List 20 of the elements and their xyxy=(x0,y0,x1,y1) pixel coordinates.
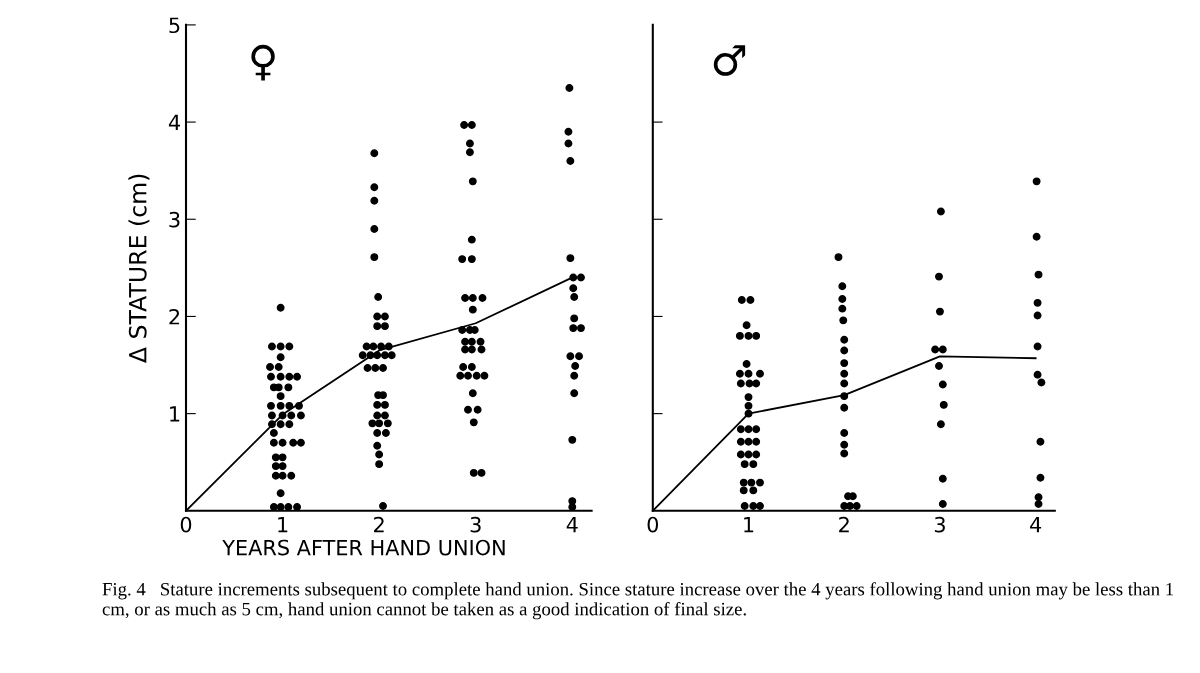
y-axis-title: Δ STATURE (cm) xyxy=(128,174,150,363)
y-tick-label: 1 xyxy=(170,406,180,422)
x-axis-title: YEARS AFTER HAND UNION xyxy=(222,539,505,556)
x-tick-label: 2 xyxy=(374,516,384,533)
caption: Fig. 4 Stature increments subsequent to complete hand union. Since stature increase over the 4 years following hand union may be less than 1 cm, or as much as 5 cm, hand union cannot be taken as a good indication of final size. xyxy=(102,582,1174,620)
y-tick-label: 2 xyxy=(169,308,180,325)
x-tick-label: 1 xyxy=(744,517,754,533)
y-tick-label: 4 xyxy=(168,114,180,130)
annotation: ♀ xyxy=(251,44,275,81)
x-tick-label: 3 xyxy=(934,516,945,533)
y-tick-label: 3 xyxy=(169,211,180,228)
x-tick-label: 3 xyxy=(470,516,481,533)
x-tick-label: 1 xyxy=(278,517,288,533)
x-tick-label: 4 xyxy=(566,517,578,533)
x-tick-label: 0 xyxy=(647,516,659,533)
y-tick-label: 5 xyxy=(169,17,180,34)
x-tick-label: 0 xyxy=(180,516,192,533)
annotation: ♂ xyxy=(713,45,746,76)
x-tick-label: 4 xyxy=(1030,517,1042,533)
x-tick-label: 2 xyxy=(839,516,849,533)
